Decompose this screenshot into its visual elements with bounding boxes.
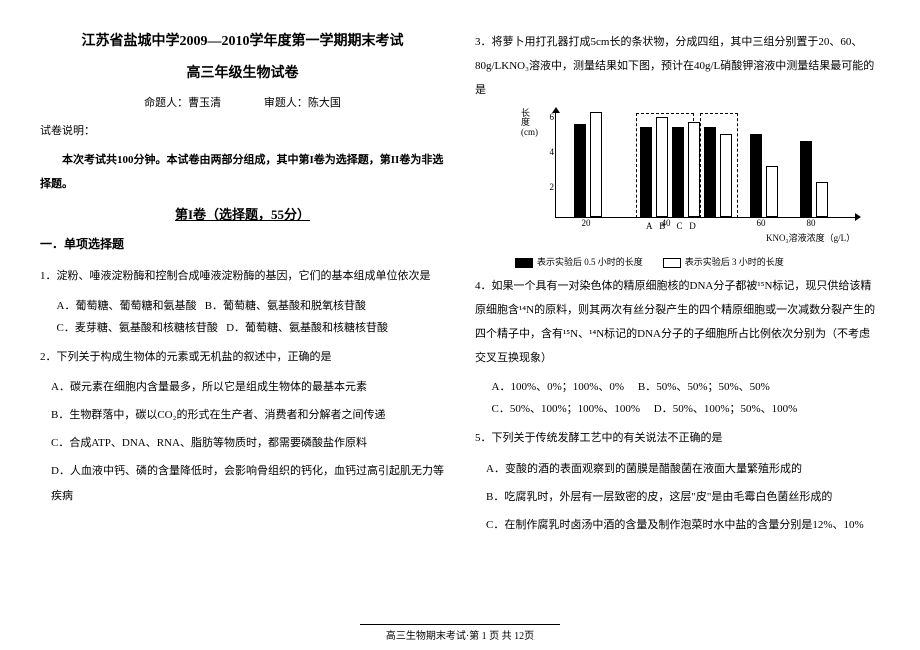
chart-legend: 表示实验后 0.5 小时的长度 表示实验后 3 小时的长度 [515,255,880,268]
chart-bar [720,134,732,216]
x-group-labels: A B C D [646,221,696,231]
question-5: 5．下列关于传统发酵工艺中的有关说法不正确的是 [475,426,880,450]
question-4-options: A．100%、0%；100%、0% B．50%、50%；50%、50% C．50… [492,376,881,420]
bar-chart: 24620406080A B C DKNO₃溶液浓度（g/L） [555,113,855,218]
legend-swatch-black [515,258,533,268]
q4-opt-c: C．50%、100%；100%、100% [492,403,641,415]
q2-opt-b: B．生物群落中，碳以CO₂的形式在生产者、消费者和分解者之间传递 [51,403,445,427]
y-axis-arrow [552,107,560,113]
chart-bar [640,127,652,216]
y-tick: 4 [550,147,557,157]
question-4: 4．如果一个具有一对染色体的精原细胞核的DNA分子都被¹⁵N标记，现只供给该精原… [475,274,880,371]
q4-opt-a: A．100%、0%；100%、0% [492,381,625,393]
author-1: 命题人：曹玉清 [144,97,221,109]
chart-bar [816,182,828,217]
chart-bar [766,166,778,217]
x-tick: 60 [757,217,766,228]
exam-title-2: 高三年级生物试卷 [40,62,445,82]
y-axis-label: 长 度 (cm) [521,109,538,139]
q1-opt-b: B．葡萄糖、氨基酸和脱氧核苷酸 [205,300,366,312]
question-1-options: A．葡萄糖、葡萄糖和氨基酸 B．葡萄糖、氨基酸和脱氧核苷酸 C．麦芽糖、氨基酸和… [57,295,446,339]
y-tick: 2 [550,182,557,192]
exam-desc-label: 试卷说明： [40,122,445,138]
authors-line: 命题人：曹玉清 审题人：陈大国 [40,94,445,110]
chart-bar [590,112,602,217]
left-column: 江苏省盐城中学2009—2010学年度第一学期期末考试 高三年级生物试卷 命题人… [40,30,445,541]
x-axis-arrow [855,213,861,221]
q4-opt-d: D．50%、100%；50%、100% [654,403,798,415]
y-unit: (cm) [521,128,538,138]
exam-title-1: 江苏省盐城中学2009—2010学年度第一学期期末考试 [40,30,445,50]
chart-bar [688,122,700,217]
chart-bar [704,127,716,216]
q2-opt-c: C．合成ATP、DNA、RNA、脂肪等物质时，都需要磷酸盐作原料 [51,431,445,455]
q5-opt-a: A．变酸的酒的表面观察到的菌膜是醋酸菌在液面大量繁殖形成的 [486,457,880,481]
chart-wrapper: 长 度 (cm) 24620406080A B C DKNO₃溶液浓度（g/L） [515,109,880,249]
chart-bar [800,141,812,216]
q5-opt-c: C．在制作腐乳时卤汤中酒的含量及制作泡菜时水中盐的含量分别是12%、10% [486,513,880,537]
q1-opt-d: D．葡萄糖、氨基酸和核糖核苷酸 [226,322,388,334]
question-3: 3．将萝卜用打孔器打成5cm长的条状物，分成四组，其中三组分别置于20、60、8… [475,30,880,103]
chart-bar [656,117,668,217]
question-1: 1．淀粉、唾液淀粉酶和控制合成唾液淀粉酶的基因，它们的基本组成单位依次是 [40,264,445,288]
q4-opt-b: B．50%、50%；50%、50% [638,381,770,393]
right-column: 3．将萝卜用打孔器打成5cm长的条状物，分成四组，其中三组分别置于20、60、8… [475,30,880,541]
x-tick: 20 [582,217,591,228]
q1-opt-a: A．葡萄糖、葡萄糖和氨基酸 [57,300,197,312]
q5-opt-b: B．吃腐乳时，外层有一层致密的皮，这层"皮"是由毛霉白色菌丝形成的 [486,485,880,509]
legend-label-2: 表示实验后 3 小时的长度 [685,257,784,267]
page-footer: 高三生物期末考试·第 1 页 共 12页 [360,624,560,642]
legend-swatch-white [663,258,681,268]
x-axis-title: KNO₃溶液浓度（g/L） [766,231,855,244]
legend-label-1: 表示实验后 0.5 小时的长度 [537,257,643,267]
q2-opt-a: A．碳元素在细胞内含量最多，所以它是组成生物体的最基本元素 [51,375,445,399]
q1-opt-c: C．麦芽糖、氨基酸和核糖核苷酸 [57,322,218,334]
q2-opt-d: D．人血液中钙、磷的含量降低时，会影响骨组织的钙化，血钙过高引起肌无力等疾病 [51,459,445,507]
chart-bar [574,124,586,217]
chart-bar [750,134,762,216]
exam-instructions: 本次考试共100分钟。本试卷由两部分组成，其中第I卷为选择题，第II卷为非选择题… [40,148,445,196]
part-1-title: 第I卷（选择题，55分） [40,204,445,223]
chart-bar [672,127,684,216]
author-2: 审题人：陈大国 [264,97,341,109]
legend-item-1: 表示实验后 0.5 小时的长度 [515,255,643,268]
y-tick: 6 [550,112,557,122]
legend-item-2: 表示实验后 3 小时的长度 [663,255,784,268]
section-1-title: 一．单项选择题 [40,235,445,252]
x-tick: 80 [807,217,816,228]
question-2: 2．下列关于构成生物体的元素或无机盐的叙述中，正确的是 [40,345,445,369]
